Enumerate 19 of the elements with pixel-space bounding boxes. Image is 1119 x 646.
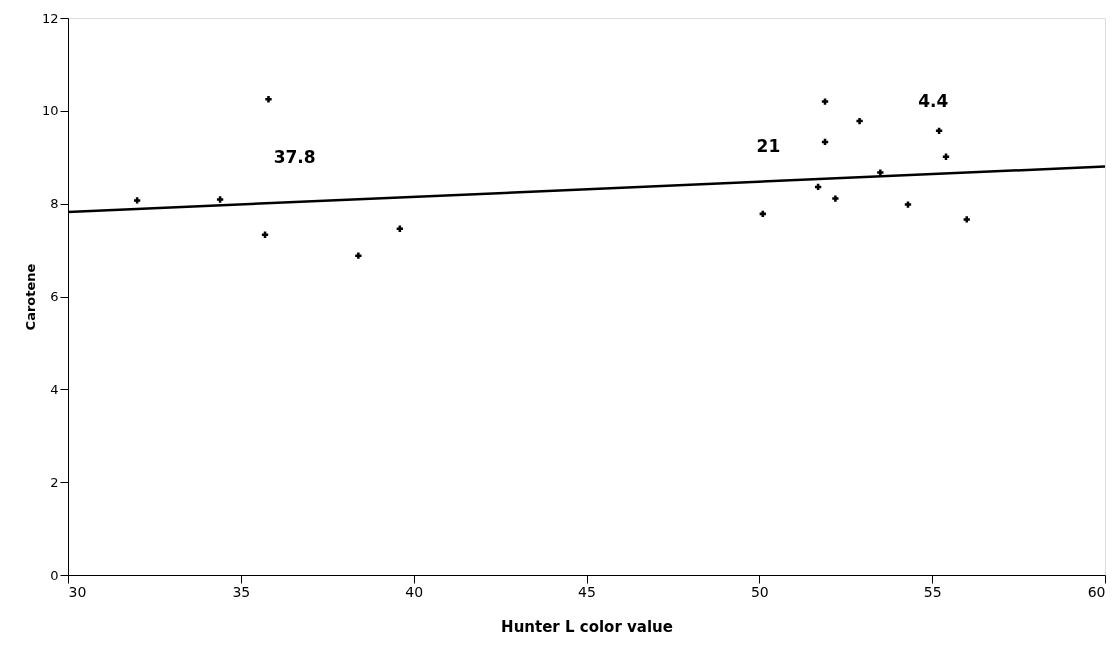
x-tick-label: 50 — [750, 583, 769, 600]
x-tick-label: 60 — [1087, 583, 1106, 600]
annotation: 37.8 — [273, 147, 316, 167]
y-tick-label: 8 — [50, 196, 59, 212]
y-tick-label: 2 — [50, 474, 59, 490]
x-tick-label: 55 — [923, 583, 942, 600]
y-axis-title: Carotene — [22, 263, 38, 331]
x-axis-title: Hunter L color value — [501, 617, 673, 636]
annotation: 21 — [756, 135, 781, 156]
y-tick-label: 12 — [41, 10, 59, 26]
y-tick-label: 10 — [41, 103, 59, 119]
x-tick-label: 45 — [578, 583, 596, 600]
x-tick-label: 35 — [232, 583, 251, 600]
annotation: 4.4 — [918, 91, 949, 111]
x-tick-label: 30 — [68, 583, 87, 600]
y-tick-label: 4 — [50, 381, 59, 397]
y-tick-label: 0 — [50, 567, 59, 583]
x-tick-label: 40 — [405, 583, 424, 600]
y-tick-label: 6 — [50, 289, 59, 304]
